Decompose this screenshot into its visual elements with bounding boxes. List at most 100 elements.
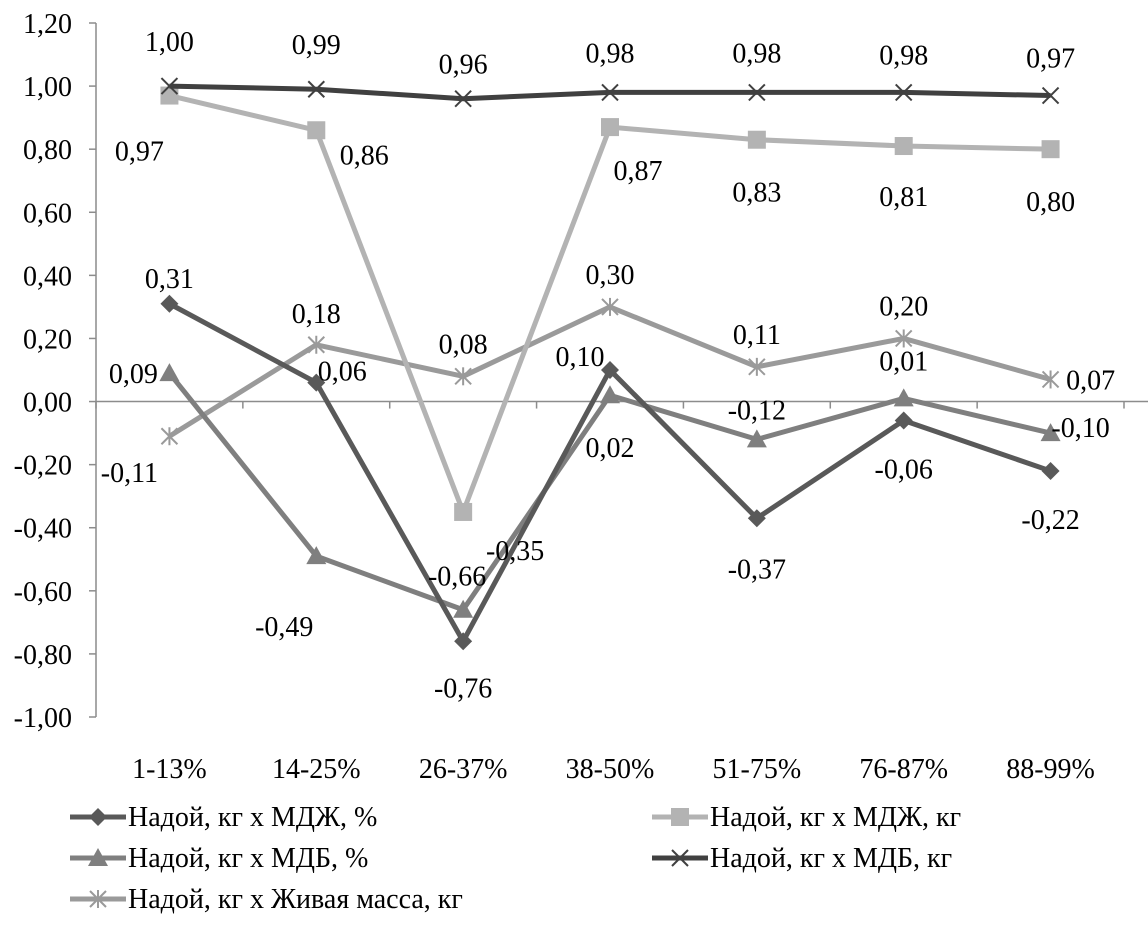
y-axis-tick-labels: 1,20 1,00 0,80 0,60 0,40 0,20 0,00 -0,20 -0,40 -0… bbox=[14, 9, 72, 734]
data-label: 0,11 bbox=[733, 320, 781, 351]
y-tick-label: -0,80 bbox=[14, 640, 72, 671]
data-label: -0,66 bbox=[428, 562, 486, 593]
x-tick-label: 76-87% bbox=[859, 754, 948, 785]
data-label: 0,97 bbox=[1026, 44, 1075, 75]
data-point bbox=[601, 118, 619, 137]
y-tick-label: 0,00 bbox=[23, 388, 72, 419]
data-label: 0,98 bbox=[586, 38, 635, 69]
data-label: 0,99 bbox=[292, 30, 341, 61]
x-tick-label: 38-50% bbox=[566, 754, 655, 785]
legend-item: Надой, кг х Живая масса, кг bbox=[70, 884, 463, 915]
x-tick-label: 88-99% bbox=[1006, 754, 1095, 785]
data-label: 0,02 bbox=[586, 433, 635, 464]
legend-marker bbox=[671, 849, 689, 867]
legend-item: Надой, кг х МДЖ, % bbox=[70, 802, 377, 833]
data-point bbox=[307, 335, 325, 354]
data-label: -0,22 bbox=[1021, 505, 1079, 536]
legend-item: Надой, кг х МДЖ, кг bbox=[652, 802, 961, 833]
x-axis-tick-labels: 1-13% 14-25% 26-37% 38-50% 51-75% 76-87% 88-99… bbox=[132, 754, 1095, 785]
data-point bbox=[160, 427, 179, 446]
data-label: -0,11 bbox=[101, 458, 158, 489]
data-point bbox=[1041, 140, 1060, 159]
data-label: -0,35 bbox=[486, 536, 544, 567]
data-label: -0,12 bbox=[728, 395, 786, 426]
data-label: -0,10 bbox=[1051, 413, 1109, 444]
legend-marker bbox=[88, 848, 108, 866]
series-4 bbox=[160, 77, 1060, 108]
data-point bbox=[306, 546, 327, 565]
data-point bbox=[1041, 461, 1060, 480]
legend-marker bbox=[671, 808, 689, 826]
data-point bbox=[747, 130, 766, 149]
data-point bbox=[159, 363, 180, 382]
data-point bbox=[454, 90, 472, 108]
data-label: 0,98 bbox=[732, 38, 781, 69]
y-tick-label: 0,40 bbox=[23, 261, 72, 292]
y-tick-label: 0,60 bbox=[23, 198, 72, 229]
y-tick-label: -0,20 bbox=[14, 451, 72, 482]
y-tick-label: 1,20 bbox=[23, 9, 72, 40]
data-point bbox=[160, 77, 179, 95]
series-layer bbox=[159, 77, 1061, 651]
data-point bbox=[893, 388, 914, 407]
data-point bbox=[894, 137, 913, 156]
legend-label: Надой, кг х Живая масса, кг bbox=[128, 884, 463, 915]
data-point bbox=[454, 632, 473, 651]
y-tick-label: -1,00 bbox=[14, 703, 72, 734]
data-point bbox=[748, 357, 766, 376]
legend-label: Надой, кг х МДЖ, кг bbox=[710, 802, 961, 833]
series-line bbox=[167, 371, 1052, 613]
data-point bbox=[307, 373, 326, 392]
data-labels: 0,31 0,06 -0,76 0,10 -0,37 -0,06 -0,22 0,97 0,86… bbox=[101, 27, 1115, 704]
data-point bbox=[454, 367, 472, 386]
legend-item: Надой, кг х МДБ, кг bbox=[652, 843, 952, 874]
data-point bbox=[895, 83, 913, 102]
data-point bbox=[601, 83, 619, 102]
x-tick-label: 51-75% bbox=[713, 754, 802, 785]
series-5 bbox=[160, 297, 1060, 446]
series-1 bbox=[160, 294, 1060, 651]
data-point bbox=[1040, 423, 1061, 442]
data-label: 0,98 bbox=[879, 40, 928, 71]
x-tick-label: 14-25% bbox=[272, 754, 361, 785]
data-label: 0,30 bbox=[586, 260, 635, 291]
data-label: -0,76 bbox=[434, 673, 492, 704]
data-label: 0,06 bbox=[318, 357, 367, 388]
data-point bbox=[895, 329, 913, 348]
data-label: -0,49 bbox=[255, 612, 313, 643]
data-label: 0,08 bbox=[439, 329, 488, 360]
data-label: 0,18 bbox=[292, 299, 341, 330]
data-label: 0,01 bbox=[879, 346, 928, 377]
series-3 bbox=[159, 363, 1061, 618]
data-label: 0,09 bbox=[109, 359, 158, 390]
data-point bbox=[747, 509, 766, 528]
data-point bbox=[160, 86, 179, 105]
axes bbox=[89, 22, 1148, 718]
data-label: 0,83 bbox=[732, 178, 781, 209]
data-label: 0,96 bbox=[439, 50, 488, 81]
data-point bbox=[453, 599, 474, 618]
data-label: 0,20 bbox=[879, 291, 928, 322]
data-point bbox=[894, 411, 913, 430]
data-point bbox=[1041, 370, 1060, 389]
y-tick-label: -0,60 bbox=[14, 577, 72, 608]
legend-label: Надой, кг х МДБ, кг bbox=[710, 843, 952, 874]
data-label: 0,97 bbox=[115, 137, 164, 168]
data-point bbox=[746, 429, 767, 448]
y-tick-label: 1,00 bbox=[23, 72, 72, 103]
legend-item: Надой, кг х МДБ, % bbox=[70, 843, 368, 874]
legend-label: Надой, кг х МДЖ, % bbox=[128, 802, 377, 833]
legend-marker bbox=[89, 890, 107, 908]
data-label: 0,80 bbox=[1026, 187, 1075, 218]
data-label: 0,87 bbox=[614, 156, 663, 187]
legend-marker bbox=[89, 808, 107, 826]
legend: Надой, кг х МДЖ, % Надой, кг х МДЖ, кг Над… bbox=[70, 802, 961, 915]
y-tick-label: -0,40 bbox=[14, 514, 72, 545]
data-point bbox=[454, 502, 473, 521]
data-point bbox=[748, 83, 766, 102]
data-point bbox=[307, 121, 326, 140]
y-tick-label: 0,80 bbox=[23, 135, 72, 166]
data-point bbox=[160, 294, 179, 313]
